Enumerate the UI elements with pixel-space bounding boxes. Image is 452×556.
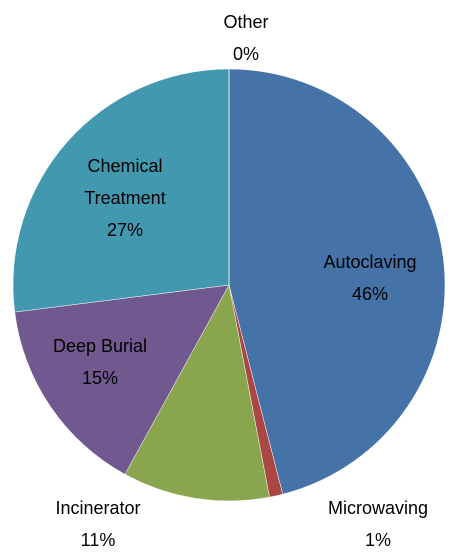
- slice-label: Autoclaving 46%: [323, 246, 416, 310]
- value-label: 46%: [351, 284, 389, 304]
- value-label: 27%: [106, 220, 144, 240]
- value-label: 1%: [364, 530, 391, 550]
- category-label: Autoclaving: [323, 252, 417, 272]
- category-label: Deep Burial: [52, 336, 148, 356]
- category-label: Chemical Treatment: [84, 156, 166, 208]
- category-label: Incinerator: [55, 498, 141, 518]
- value-label: 0%: [232, 44, 259, 64]
- pie-slice: [14, 284, 230, 475]
- value-label: 15%: [81, 368, 119, 388]
- pie-slice: [124, 284, 270, 502]
- value-label: 11%: [80, 530, 116, 550]
- slice-label: Microwaving 1%: [328, 492, 428, 556]
- slice-label: Deep Burial 15%: [53, 330, 147, 394]
- slice-label: Other 0%: [223, 6, 268, 70]
- pie-slice: [228, 68, 446, 495]
- slice-label: Incinerator 11%: [55, 492, 140, 556]
- category-label: Microwaving: [327, 498, 429, 518]
- category-label: Other: [223, 12, 269, 32]
- pie-slice: [12, 68, 230, 313]
- slice-label: Chemical Treatment 27%: [65, 150, 185, 246]
